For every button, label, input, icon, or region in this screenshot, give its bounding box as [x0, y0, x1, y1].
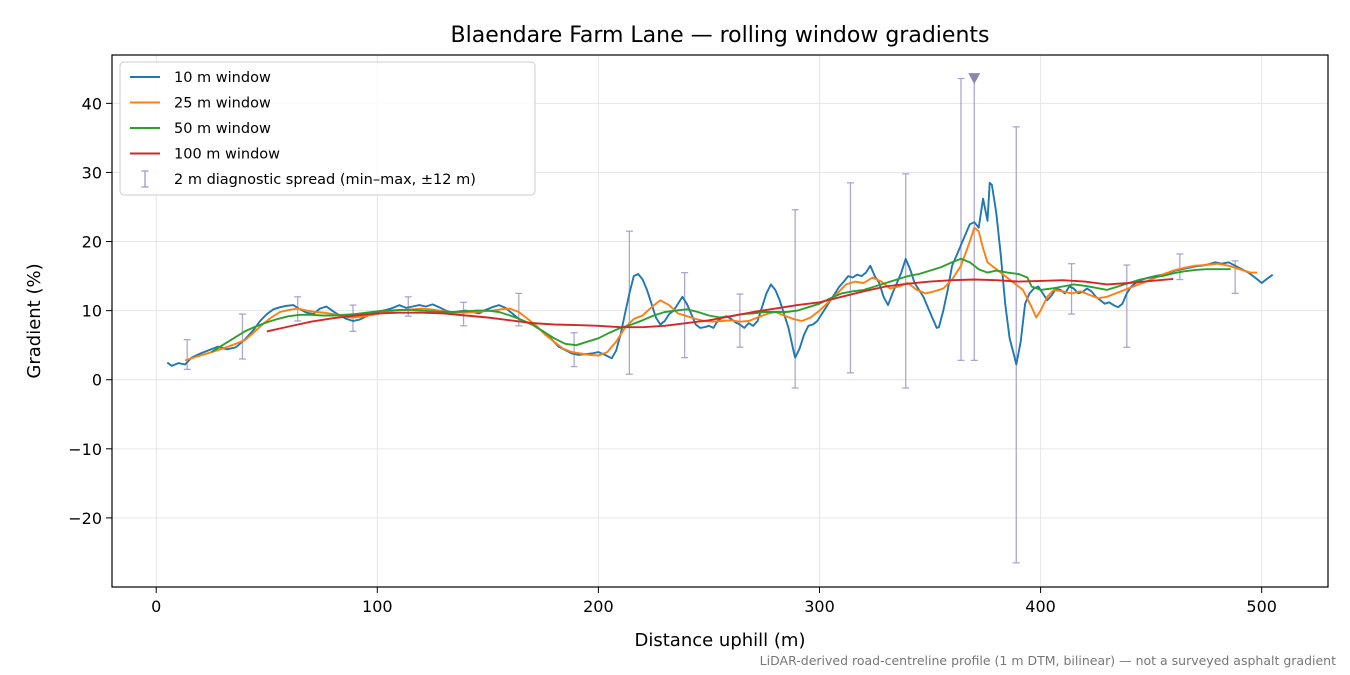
legend-label: 50 m window [174, 121, 271, 137]
spread-errorbar [902, 173, 910, 389]
chart-title: Blaendare Farm Lane — rolling window gra… [451, 23, 990, 48]
y-tick-label: 40 [82, 94, 102, 113]
legend: 10 m window 25 m window 50 m window 100 m w… [119, 61, 536, 196]
spread-errorbar [846, 182, 854, 374]
spread-errorbar [1012, 126, 1020, 564]
spread-errorbar [515, 292, 523, 327]
spread-errorbar [1176, 253, 1184, 281]
y-tick-label: −20 [68, 509, 102, 528]
x-axis-label: Distance uphill (m) [635, 630, 806, 651]
y-tick-label: 10 [82, 302, 102, 321]
spread-errorbar [460, 301, 468, 327]
y-axis-label: Gradient (%) [24, 263, 45, 378]
spread-errorbar [183, 339, 191, 371]
x-tick-label: 500 [1246, 597, 1277, 616]
spread-errorbar [957, 77, 965, 362]
plot-area [166, 73, 1274, 564]
footnote: LiDAR-derived road-centreline profile (1… [760, 653, 1336, 668]
x-tick-label: 200 [583, 597, 614, 616]
spread-errorbar [1123, 264, 1131, 348]
grid-lines [112, 55, 1328, 587]
spread-errorbar [625, 230, 633, 375]
legend-label: 100 m window [174, 147, 280, 163]
plot-frame [111, 54, 1329, 588]
spread-errorbar [1068, 263, 1076, 315]
legend-box [119, 61, 536, 196]
y-tick-label: 20 [82, 233, 102, 252]
x-tick-label: 300 [804, 597, 835, 616]
y-tick-label: 0 [92, 371, 102, 390]
y-tick-label: 30 [82, 163, 102, 182]
spread-errorbar [570, 332, 578, 368]
axis-ticks: 0 100 200 300 400 500 −20 −10 0 10 20 30 40 [68, 94, 1277, 616]
spread-errorbar [968, 73, 981, 362]
x-tick-label: 400 [1025, 597, 1056, 616]
x-tick-label: 0 [151, 597, 161, 616]
legend-label: 2 m diagnostic spread (min–max, ±12 m) [174, 172, 476, 188]
legend-label: 10 m window [174, 70, 271, 86]
x-tick-label: 100 [362, 597, 393, 616]
y-tick-label: −10 [68, 440, 102, 459]
series-line-4 [266, 277, 1174, 333]
clipped-marker [968, 73, 981, 85]
legend-label: 25 m window [174, 96, 271, 112]
spread-errorbar [238, 313, 246, 360]
spread-errorbar [736, 293, 744, 348]
